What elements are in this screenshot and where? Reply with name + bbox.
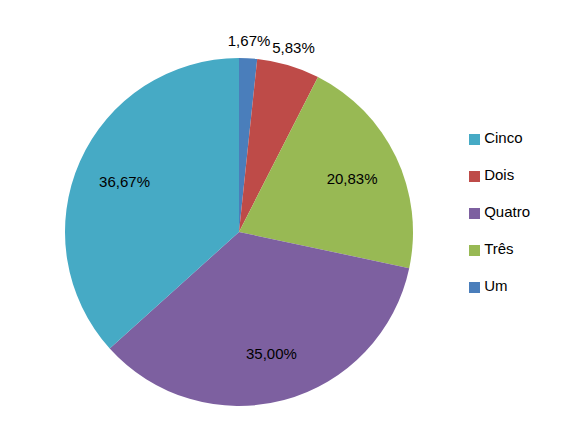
- svg-text:1,67%: 1,67%: [228, 32, 271, 49]
- html-text:Três: Três: [484, 240, 514, 257]
- html-text:Dois: Dois: [484, 166, 515, 183]
- svg-text:36,67%: 36,67%: [99, 173, 150, 190]
- svg-text:5,83%: 5,83%: [272, 39, 315, 56]
- svg-text:20,83%: 20,83%: [327, 170, 378, 187]
- html-text:Um: Um: [484, 277, 508, 294]
- svg-text:35,00%: 35,00%: [246, 345, 297, 362]
- html-text:Quatro: Quatro: [484, 203, 530, 220]
- html-text:Cinco: Cinco: [484, 129, 523, 146]
